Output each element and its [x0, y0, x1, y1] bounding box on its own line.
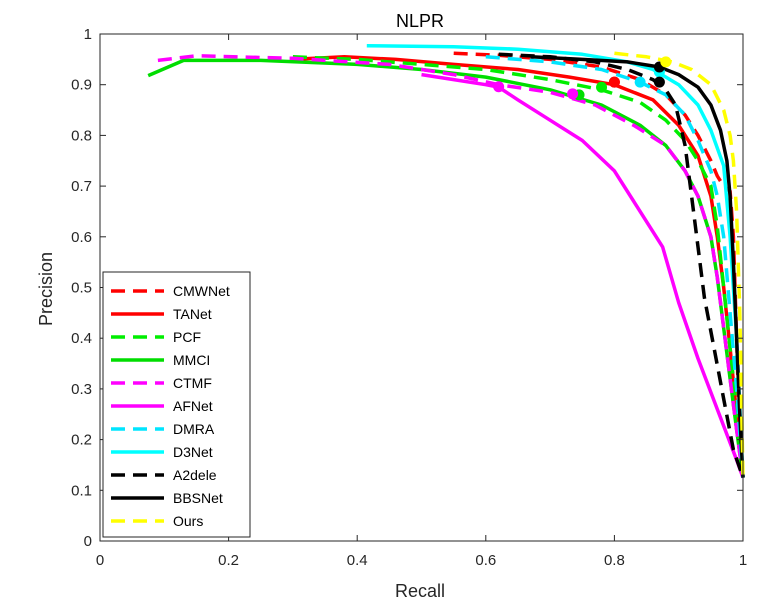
legend-label-a2dele: A2dele	[173, 467, 217, 483]
y-tick-label: 0.2	[71, 432, 92, 449]
legend-label-afnet: AFNet	[173, 398, 213, 414]
series-line-ctmf	[157, 54, 745, 478]
legend-label-mmci: MMCI	[173, 352, 210, 368]
series-line-a2dele	[498, 52, 745, 479]
y-tick-label: 0.1	[71, 482, 92, 499]
y-tick-label: 0.9	[71, 77, 92, 94]
y-axis-title: Precision	[36, 252, 56, 326]
x-tick-label: 0.4	[347, 552, 368, 569]
legend-label-tanet: TANet	[173, 306, 212, 322]
y-tick-label: 0	[84, 533, 92, 550]
x-axis-title: Recall	[395, 581, 445, 601]
x-tick-label: 0.8	[604, 552, 625, 569]
legend-label-d3net: D3Net	[173, 444, 213, 460]
series-line-bbsnet	[530, 55, 745, 478]
legend-label-cmwnet: CMWNet	[173, 283, 230, 299]
series-marker-tanet	[608, 76, 620, 88]
x-tick-label: 1	[739, 552, 747, 569]
series-marker-pcf	[596, 81, 608, 93]
axes: 0 0.2 0.4 0.6 0.8 1 0 0.1 0.2 0.3 0.4 0.5 0.6 0.7 0.8 0…	[71, 26, 747, 569]
y-tick-label: 0.5	[71, 280, 92, 297]
legend-label-dmra: DMRA	[173, 421, 215, 437]
y-tick-label: 0.8	[71, 127, 92, 144]
series-layer	[147, 43, 745, 479]
series-marker-dmra	[634, 76, 646, 88]
y-tick-label: 0.6	[71, 229, 92, 246]
series-line-dmra	[485, 55, 745, 478]
y-tick-label: 0.3	[71, 381, 92, 398]
legend-label-ctmf: CTMF	[173, 375, 212, 391]
legend-label-ours: Ours	[173, 513, 203, 529]
series-line-afnet	[421, 72, 745, 479]
y-tick-label: 1	[84, 26, 92, 43]
legend-label-bbsnet: BBSNet	[173, 490, 223, 506]
x-tick-label: 0.6	[475, 552, 496, 569]
series-line-pcf	[292, 55, 745, 478]
y-tick-label: 0.7	[71, 178, 92, 195]
series-line-cmwnet	[453, 51, 745, 478]
legend-label-pcf: PCF	[173, 329, 201, 345]
legend: CMWNet TANet PCF MMCI CTMF AFNet DMRA D3Net A2de…	[102, 271, 251, 538]
chart-title: NLPR	[396, 11, 444, 31]
series-marker-ours	[660, 56, 672, 68]
x-tick-label: 0.2	[218, 552, 239, 569]
series-marker-ctmf	[567, 88, 579, 100]
series-marker-afnet	[493, 81, 505, 93]
marker-layer	[493, 56, 672, 101]
y-tick-label: 0.4	[71, 330, 92, 347]
series-marker-a2dele	[653, 76, 665, 88]
series-line-d3net	[366, 43, 745, 478]
x-tick-label: 0	[96, 552, 104, 569]
